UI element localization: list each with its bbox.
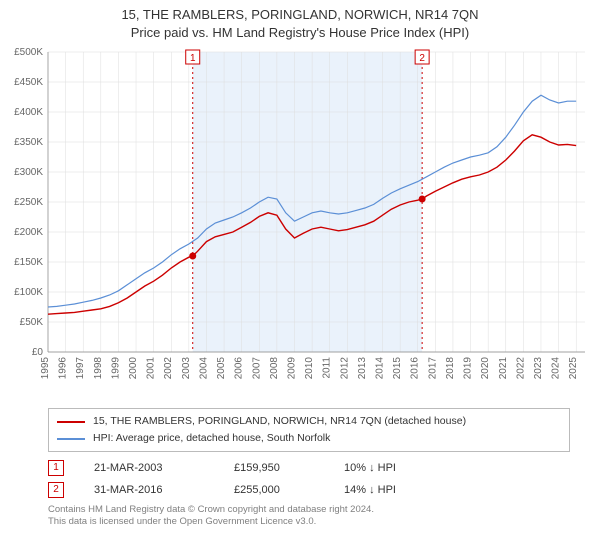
x-tick-label: 2020 [480, 357, 491, 380]
x-tick-label: 2013 [357, 357, 368, 380]
chart-area: £0 £50K £100K £150K £200K £250K £300K £350K £400… [0, 42, 600, 402]
marker-number-box: 1 [48, 460, 64, 476]
marker-pct: 10% ↓ HPI [344, 462, 454, 474]
y-tick-label: £450K [14, 77, 43, 88]
x-tick-label: 2010 [304, 357, 315, 380]
chart-svg: £0 £50K £100K £150K £200K £250K £300K £350K £400… [0, 42, 600, 402]
x-tick-label: 2015 [392, 357, 403, 380]
x-tick-label: 2000 [128, 357, 139, 380]
marker-number-box: 2 [48, 482, 64, 498]
title-line-1: 15, THE RAMBLERS, PORINGLAND, NORWICH, N… [0, 6, 600, 24]
title-line-2: Price paid vs. HM Land Registry's House … [0, 24, 600, 42]
sale-marker [419, 196, 426, 203]
x-tick-label: 2016 [410, 357, 421, 380]
x-tick-label: 2004 [198, 357, 209, 380]
marker-table-row: 2 31-MAR-2016 £255,000 14% ↓ HPI [48, 482, 570, 498]
x-tick-label: 2021 [498, 357, 509, 380]
x-tick-label: 2001 [146, 357, 157, 380]
x-tick-label: 2018 [445, 357, 456, 380]
x-tick-label: 1997 [75, 357, 86, 380]
y-tick-label: £100K [14, 287, 43, 298]
x-tick-label: 2006 [234, 357, 245, 380]
chart-title: 15, THE RAMBLERS, PORINGLAND, NORWICH, N… [0, 0, 600, 42]
y-tick-label: £500K [14, 47, 43, 58]
marker-pct: 14% ↓ HPI [344, 484, 454, 496]
y-tick-label: £400K [14, 107, 43, 118]
x-tick-label: 2009 [286, 357, 297, 380]
x-tick-label: 2017 [427, 357, 438, 380]
legend-swatch [57, 421, 85, 423]
x-tick-label: 2012 [339, 357, 350, 380]
y-tick-label: £50K [20, 317, 44, 328]
x-tick-label: 1999 [110, 357, 121, 380]
legend-swatch [57, 438, 85, 440]
x-tick-label: 2025 [568, 357, 579, 380]
marker-date: 21-MAR-2003 [94, 462, 204, 474]
legend-item: 15, THE RAMBLERS, PORINGLAND, NORWICH, N… [57, 413, 561, 430]
y-tick-label: £300K [14, 167, 43, 178]
marker-date: 31-MAR-2016 [94, 484, 204, 496]
legend: 15, THE RAMBLERS, PORINGLAND, NORWICH, N… [48, 408, 570, 452]
event-marker-num: 2 [419, 53, 425, 64]
x-tick-label: 2014 [375, 357, 386, 380]
marker-price: £255,000 [234, 484, 314, 496]
x-tick-label: 2003 [181, 357, 192, 380]
y-tick-label: £0 [32, 347, 44, 358]
legend-label: HPI: Average price, detached house, Sout… [93, 430, 330, 447]
y-tick-label: £150K [14, 257, 43, 268]
marker-price: £159,950 [234, 462, 314, 474]
x-tick-label: 2002 [163, 357, 174, 380]
y-tick-label: £350K [14, 137, 43, 148]
y-tick-label: £250K [14, 197, 43, 208]
x-tick-label: 2007 [251, 357, 262, 380]
x-tick-label: 1996 [58, 357, 69, 380]
x-tick-label: 1995 [40, 357, 51, 380]
marker-table: 1 21-MAR-2003 £159,950 10% ↓ HPI 2 31-MAR-201… [48, 460, 570, 498]
marker-table-row: 1 21-MAR-2003 £159,950 10% ↓ HPI [48, 460, 570, 476]
footer: Contains HM Land Registry data © Crown c… [48, 504, 570, 529]
footer-line-1: Contains HM Land Registry data © Crown c… [48, 504, 570, 516]
x-tick-label: 2005 [216, 357, 227, 380]
sale-marker [189, 253, 196, 260]
x-tick-label: 2023 [533, 357, 544, 380]
x-tick-label: 1998 [93, 357, 104, 380]
x-tick-label: 2024 [551, 357, 562, 380]
x-tick-label: 2011 [322, 357, 333, 379]
y-tick-label: £200K [14, 227, 43, 238]
legend-item: HPI: Average price, detached house, Sout… [57, 430, 561, 447]
event-marker-num: 1 [190, 53, 196, 64]
x-tick-label: 2008 [269, 357, 280, 380]
legend-label: 15, THE RAMBLERS, PORINGLAND, NORWICH, N… [93, 413, 466, 430]
footer-line-2: This data is licensed under the Open Gov… [48, 516, 570, 528]
x-tick-label: 2019 [463, 357, 474, 380]
x-tick-label: 2022 [515, 357, 526, 380]
